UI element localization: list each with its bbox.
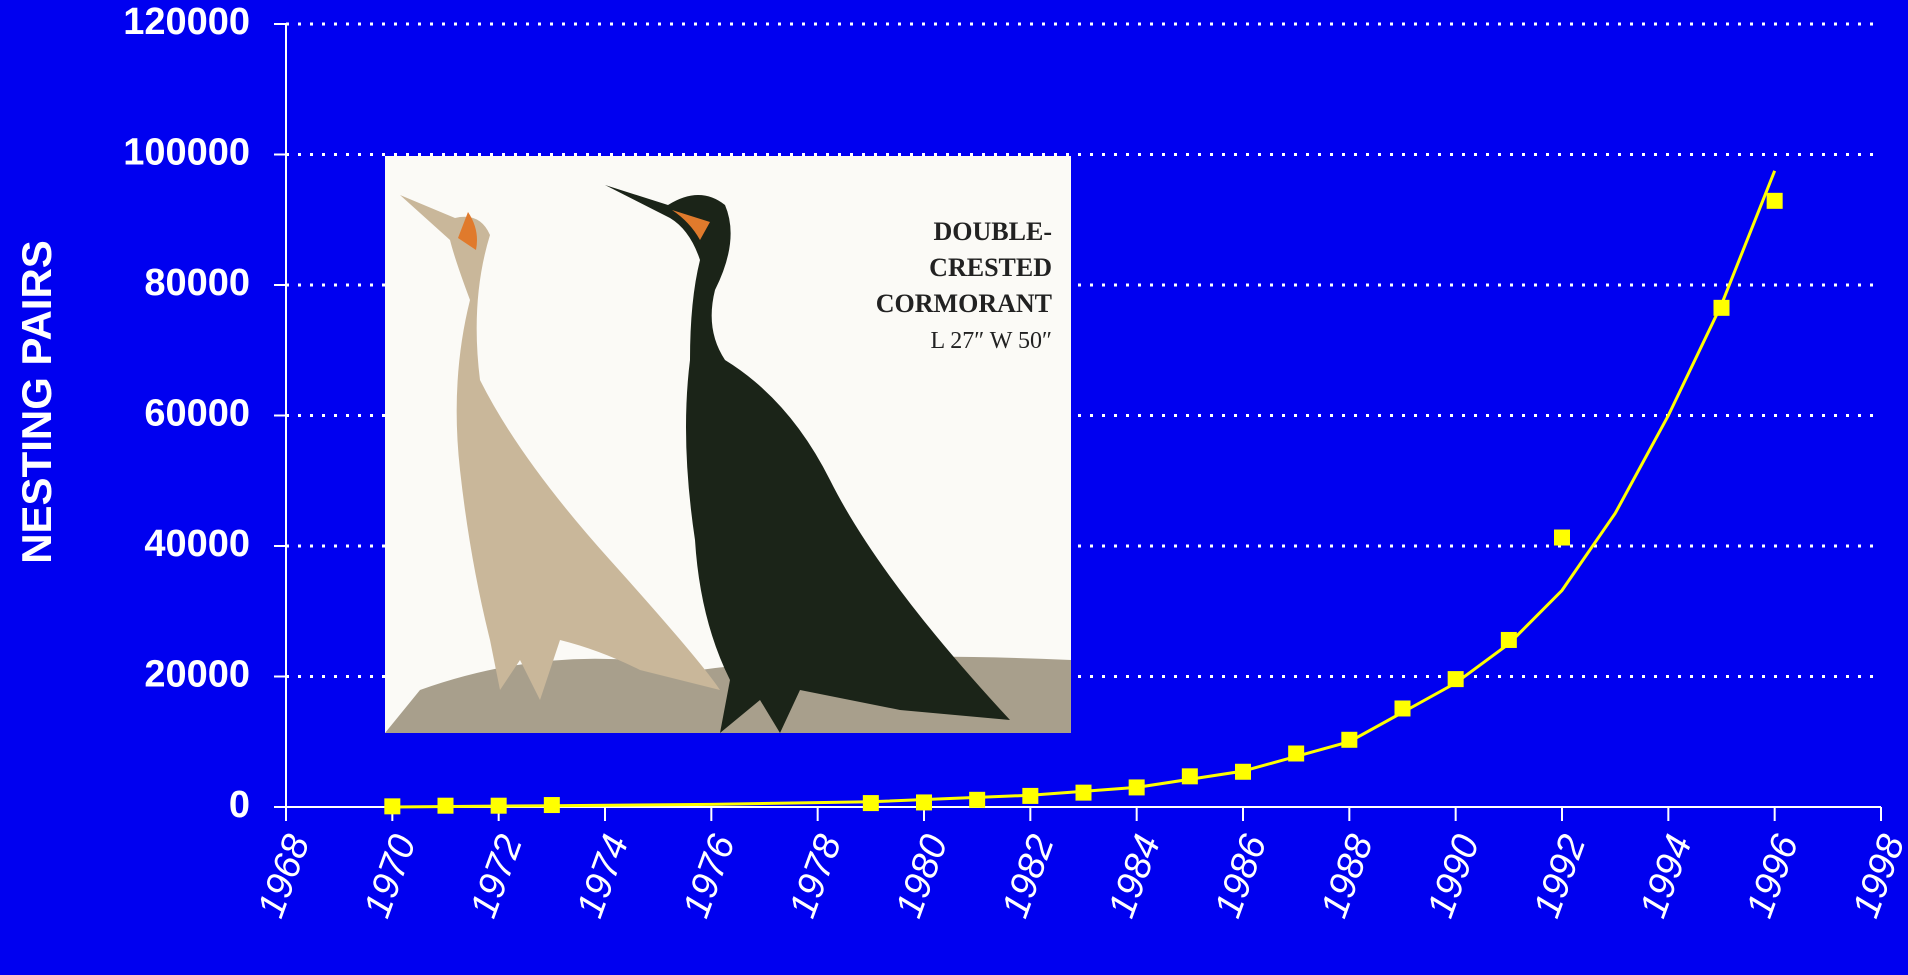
data-point bbox=[969, 791, 986, 808]
data-point bbox=[1181, 768, 1198, 785]
x-tick-label: 1970 bbox=[356, 829, 424, 923]
y-tick-label: 0 bbox=[229, 784, 250, 826]
x-tick-label: 1996 bbox=[1739, 829, 1808, 924]
x-tick-label: 1968 bbox=[250, 829, 318, 923]
data-point bbox=[1128, 779, 1145, 796]
x-tick-label: 1972 bbox=[463, 829, 531, 923]
data-point bbox=[1075, 784, 1092, 801]
data-point bbox=[1235, 763, 1251, 780]
y-tick-label: 80000 bbox=[144, 262, 250, 304]
data-point bbox=[1022, 787, 1039, 804]
y-tick-label: 120000 bbox=[123, 1, 250, 43]
data-point bbox=[543, 797, 560, 814]
x-tick-label: 1974 bbox=[569, 829, 637, 923]
inset-text: DOUBLE- CRESTED CORMORANT L 27″ W 50″ bbox=[876, 217, 1052, 354]
x-tick-label: 1998 bbox=[1845, 829, 1908, 923]
x-tick-label: 1986 bbox=[1207, 829, 1276, 924]
data-point bbox=[1288, 745, 1305, 762]
x-tick-label: 1984 bbox=[1101, 829, 1169, 923]
inset-label: CORMORANT bbox=[876, 289, 1052, 318]
y-axis-label: NESTING PAIRS bbox=[13, 240, 60, 564]
y-tick-label: 60000 bbox=[144, 393, 250, 435]
data-point bbox=[490, 797, 507, 814]
data-point bbox=[1554, 529, 1570, 546]
x-tick-label: 1980 bbox=[888, 829, 956, 923]
data-point bbox=[1341, 731, 1358, 748]
data-point bbox=[916, 794, 932, 811]
x-tick-label: 1978 bbox=[782, 829, 850, 923]
data-point bbox=[1766, 192, 1783, 209]
inset-image bbox=[385, 156, 1071, 733]
bird-left bbox=[400, 195, 720, 700]
inset-label: DOUBLE- bbox=[934, 217, 1052, 246]
data-point bbox=[1713, 299, 1730, 316]
y-tick-label: 40000 bbox=[144, 523, 250, 565]
inset-label: CRESTED bbox=[929, 253, 1052, 282]
data-point bbox=[862, 795, 879, 812]
data-point bbox=[1394, 700, 1411, 717]
x-tick-label: 1982 bbox=[994, 829, 1062, 923]
x-tick-label: 1976 bbox=[675, 829, 744, 924]
x-tick-label: 1992 bbox=[1526, 829, 1594, 923]
x-tick-label: 1994 bbox=[1632, 829, 1700, 923]
y-tick-label: 20000 bbox=[144, 654, 250, 696]
x-tick-label: 1988 bbox=[1313, 829, 1381, 923]
data-point bbox=[384, 798, 401, 815]
inset-label: L 27″ W 50″ bbox=[930, 328, 1052, 354]
x-tick-label: 1990 bbox=[1420, 829, 1488, 923]
data-point bbox=[1447, 671, 1464, 688]
data-point bbox=[1500, 631, 1517, 648]
y-tick-label: 100000 bbox=[123, 132, 250, 174]
bird-right bbox=[605, 185, 1010, 733]
data-point bbox=[437, 797, 454, 814]
